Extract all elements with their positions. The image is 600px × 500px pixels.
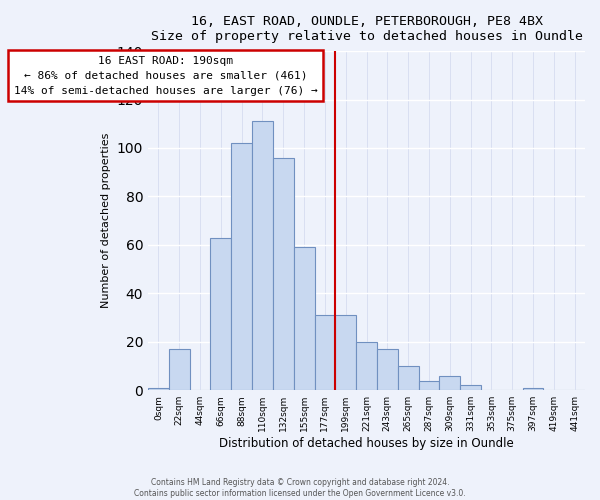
Bar bbox=[211, 238, 231, 390]
Bar bbox=[439, 376, 460, 390]
Text: Contains HM Land Registry data © Crown copyright and database right 2024.
Contai: Contains HM Land Registry data © Crown c… bbox=[134, 478, 466, 498]
Bar bbox=[398, 366, 419, 390]
Bar bbox=[460, 386, 481, 390]
Bar bbox=[419, 380, 439, 390]
Bar bbox=[377, 349, 398, 390]
Bar bbox=[148, 388, 169, 390]
Title: 16, EAST ROAD, OUNDLE, PETERBOROUGH, PE8 4BX
Size of property relative to detach: 16, EAST ROAD, OUNDLE, PETERBOROUGH, PE8… bbox=[151, 15, 583, 43]
Text: 16 EAST ROAD: 190sqm
← 86% of detached houses are smaller (461)
14% of semi-deta: 16 EAST ROAD: 190sqm ← 86% of detached h… bbox=[14, 56, 317, 96]
Bar bbox=[169, 349, 190, 390]
Y-axis label: Number of detached properties: Number of detached properties bbox=[101, 133, 111, 308]
Bar bbox=[523, 388, 544, 390]
Bar bbox=[294, 248, 314, 390]
Bar bbox=[335, 315, 356, 390]
Bar bbox=[356, 342, 377, 390]
Bar bbox=[231, 143, 252, 390]
Bar bbox=[314, 315, 335, 390]
Bar bbox=[252, 122, 273, 390]
X-axis label: Distribution of detached houses by size in Oundle: Distribution of detached houses by size … bbox=[219, 437, 514, 450]
Bar bbox=[273, 158, 294, 390]
